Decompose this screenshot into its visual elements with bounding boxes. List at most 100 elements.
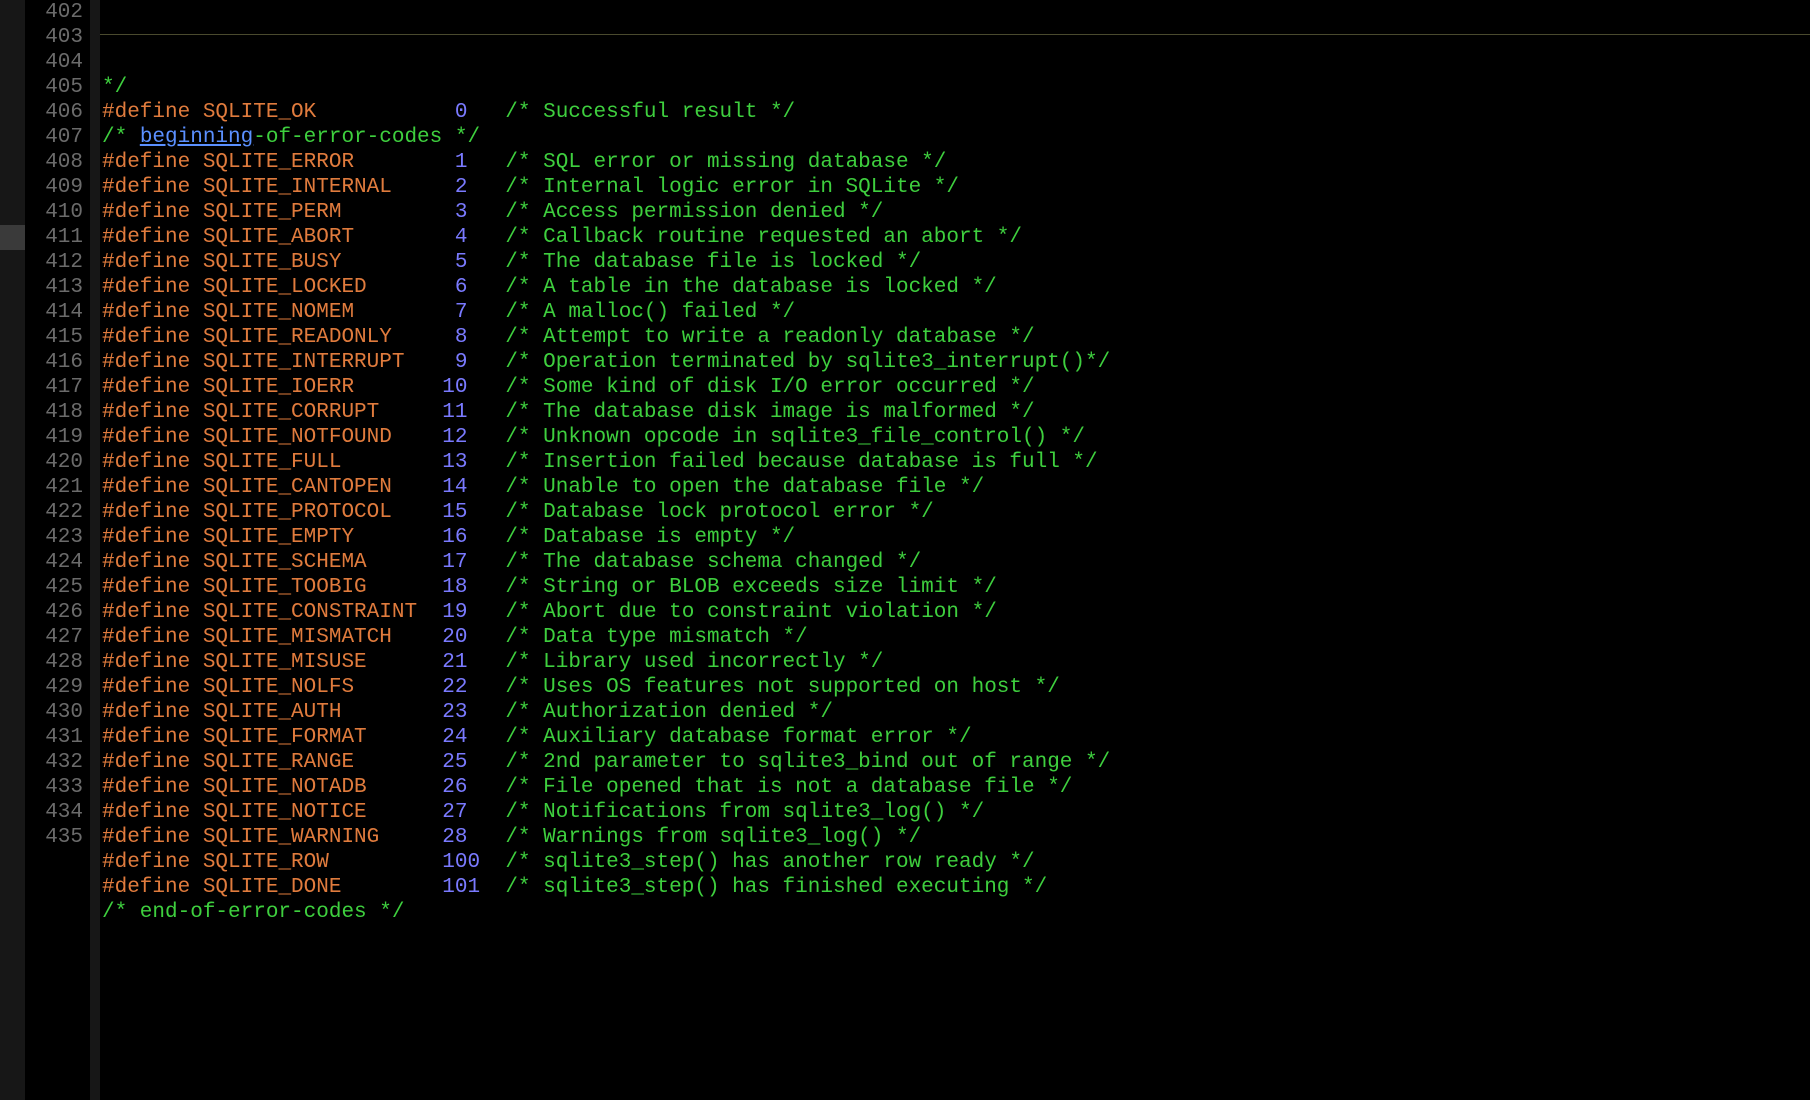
code-line[interactable]: #define SQLITE_CONSTRAINT 19 /* Abort du… [102, 600, 1810, 625]
code-line[interactable]: #define SQLITE_CANTOPEN 14 /* Unable to … [102, 475, 1810, 500]
fold-gutter-line[interactable] [0, 275, 25, 300]
fold-gutter-line[interactable] [0, 0, 25, 25]
fold-gutter[interactable] [0, 0, 25, 1100]
line-number[interactable]: 422 [25, 500, 83, 525]
code-line[interactable]: #define SQLITE_TOOBIG 18 /* String or BL… [102, 575, 1810, 600]
line-number[interactable]: 432 [25, 750, 83, 775]
fold-gutter-line[interactable] [0, 675, 25, 700]
code-line[interactable]: #define SQLITE_RANGE 25 /* 2nd parameter… [102, 750, 1810, 775]
line-number[interactable]: 405 [25, 75, 83, 100]
code-line[interactable]: #define SQLITE_NOTFOUND 12 /* Unknown op… [102, 425, 1810, 450]
line-number[interactable]: 408 [25, 150, 83, 175]
line-number[interactable]: 412 [25, 250, 83, 275]
fold-gutter-line[interactable] [0, 75, 25, 100]
fold-gutter-line[interactable] [0, 475, 25, 500]
line-number[interactable]: 430 [25, 700, 83, 725]
code-line[interactable]: #define SQLITE_CORRUPT 11 /* The databas… [102, 400, 1810, 425]
line-number[interactable]: 434 [25, 800, 83, 825]
code-line[interactable]: #define SQLITE_READONLY 8 /* Attempt to … [102, 325, 1810, 350]
line-number[interactable]: 419 [25, 425, 83, 450]
fold-gutter-line[interactable] [0, 750, 25, 775]
code-line[interactable]: #define SQLITE_ERROR 1 /* SQL error or m… [102, 150, 1810, 175]
code-line[interactable]: #define SQLITE_MISUSE 21 /* Library used… [102, 650, 1810, 675]
line-number[interactable]: 425 [25, 575, 83, 600]
code-line[interactable]: #define SQLITE_OK 0 /* Successful result… [102, 100, 1810, 125]
fold-gutter-line[interactable] [0, 375, 25, 400]
code-line[interactable]: #define SQLITE_MISMATCH 20 /* Data type … [102, 625, 1810, 650]
line-number[interactable]: 420 [25, 450, 83, 475]
code-line[interactable]: #define SQLITE_BUSY 5 /* The database fi… [102, 250, 1810, 275]
fold-gutter-line[interactable] [0, 50, 25, 75]
code-line[interactable]: #define SQLITE_NOTADB 26 /* File opened … [102, 775, 1810, 800]
code-line[interactable]: #define SQLITE_PROTOCOL 15 /* Database l… [102, 500, 1810, 525]
fold-gutter-line[interactable] [0, 725, 25, 750]
line-number[interactable]: 417 [25, 375, 83, 400]
line-number[interactable]: 418 [25, 400, 83, 425]
line-number[interactable]: 435 [25, 825, 83, 850]
fold-gutter-line[interactable] [0, 250, 25, 275]
code-line[interactable]: #define SQLITE_EMPTY 16 /* Database is e… [102, 525, 1810, 550]
fold-gutter-line[interactable] [0, 400, 25, 425]
fold-gutter-line[interactable] [0, 775, 25, 800]
code-line[interactable]: #define SQLITE_LOCKED 6 /* A table in th… [102, 275, 1810, 300]
code-line[interactable]: #define SQLITE_NOTICE 27 /* Notification… [102, 800, 1810, 825]
fold-gutter-line[interactable] [0, 325, 25, 350]
fold-gutter-line[interactable] [0, 825, 25, 850]
fold-gutter-line[interactable] [0, 25, 25, 50]
code-line[interactable]: #define SQLITE_ABORT 4 /* Callback routi… [102, 225, 1810, 250]
code-line[interactable]: #define SQLITE_PERM 3 /* Access permissi… [102, 200, 1810, 225]
line-number[interactable]: 402 [25, 0, 83, 25]
code-line[interactable]: /* beginning-of-error-codes */ [102, 125, 1810, 150]
fold-gutter-line[interactable] [0, 125, 25, 150]
line-number[interactable]: 416 [25, 350, 83, 375]
line-number[interactable]: 404 [25, 50, 83, 75]
line-number[interactable]: 423 [25, 525, 83, 550]
code-line[interactable]: /* end-of-error-codes */ [102, 900, 1810, 925]
line-number[interactable]: 415 [25, 325, 83, 350]
fold-gutter-line[interactable] [0, 350, 25, 375]
code-line[interactable]: #define SQLITE_INTERRUPT 9 /* Operation … [102, 350, 1810, 375]
line-number[interactable]: 414 [25, 300, 83, 325]
line-number-gutter[interactable]: 4024034044054064074084094104114124134144… [25, 0, 90, 1100]
line-number[interactable]: 421 [25, 475, 83, 500]
fold-gutter-line[interactable] [0, 525, 25, 550]
fold-gutter-line[interactable] [0, 650, 25, 675]
code-line[interactable]: #define SQLITE_INTERNAL 2 /* Internal lo… [102, 175, 1810, 200]
code-line[interactable]: #define SQLITE_FORMAT 24 /* Auxiliary da… [102, 725, 1810, 750]
line-number[interactable]: 424 [25, 550, 83, 575]
line-number[interactable]: 429 [25, 675, 83, 700]
code-line[interactable]: #define SQLITE_NOMEM 7 /* A malloc() fai… [102, 300, 1810, 325]
code-line[interactable]: #define SQLITE_WARNING 28 /* Warnings fr… [102, 825, 1810, 850]
code-line[interactable]: */ [102, 75, 1810, 100]
line-number[interactable]: 409 [25, 175, 83, 200]
line-number[interactable]: 426 [25, 600, 83, 625]
fold-gutter-line[interactable] [0, 575, 25, 600]
code-line[interactable]: #define SQLITE_DONE 101 /* sqlite3_step(… [102, 875, 1810, 900]
line-number[interactable]: 433 [25, 775, 83, 800]
code-line[interactable]: #define SQLITE_AUTH 23 /* Authorization … [102, 700, 1810, 725]
line-number[interactable]: 407 [25, 125, 83, 150]
fold-gutter-line[interactable] [0, 150, 25, 175]
fold-gutter-line[interactable] [0, 450, 25, 475]
line-number[interactable]: 431 [25, 725, 83, 750]
fold-gutter-line[interactable] [0, 425, 25, 450]
fold-gutter-line[interactable] [0, 800, 25, 825]
fold-gutter-line[interactable] [0, 175, 25, 200]
code-line[interactable]: #define SQLITE_FULL 13 /* Insertion fail… [102, 450, 1810, 475]
fold-gutter-line[interactable] [0, 500, 25, 525]
line-number[interactable]: 428 [25, 650, 83, 675]
line-number[interactable]: 427 [25, 625, 83, 650]
code-line[interactable]: #define SQLITE_NOLFS 22 /* Uses OS featu… [102, 675, 1810, 700]
code-line[interactable]: #define SQLITE_SCHEMA 17 /* The database… [102, 550, 1810, 575]
fold-gutter-line[interactable] [0, 625, 25, 650]
line-number[interactable]: 413 [25, 275, 83, 300]
code-editor[interactable]: 4024034044054064074084094104114124134144… [0, 0, 1810, 1100]
line-number[interactable]: 410 [25, 200, 83, 225]
line-number[interactable]: 411 [25, 225, 83, 250]
fold-gutter-line[interactable] [0, 700, 25, 725]
fold-gutter-line[interactable] [0, 600, 25, 625]
fold-gutter-line[interactable] [0, 225, 25, 250]
code-area[interactable]: */#define SQLITE_OK 0 /* Successful resu… [100, 0, 1810, 1100]
line-number[interactable]: 403 [25, 25, 83, 50]
fold-gutter-line[interactable] [0, 200, 25, 225]
